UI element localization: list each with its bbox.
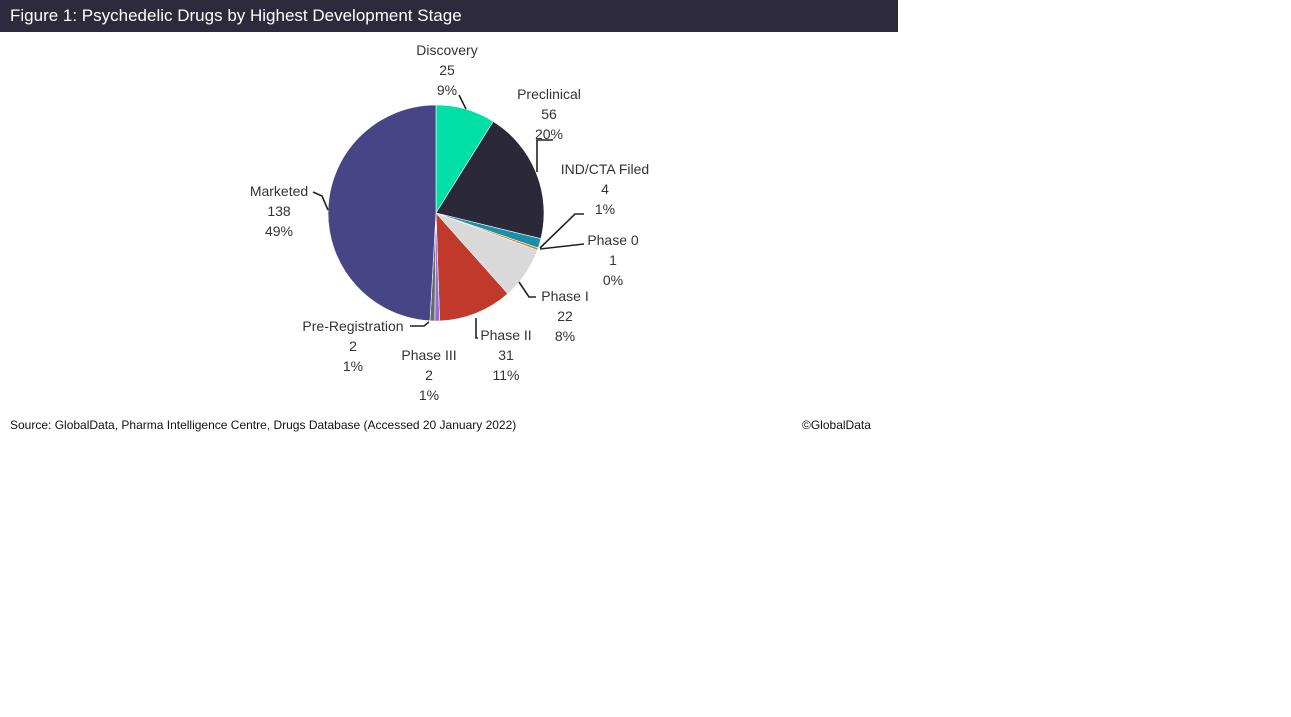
slice-value-discovery: 25 bbox=[439, 62, 455, 78]
slice-label-preclinical: Preclinical bbox=[517, 86, 581, 102]
slice-percent-pre-registration: 1% bbox=[343, 358, 363, 374]
leader-line-phase-ii bbox=[475, 318, 478, 339]
slice-percent-phase-i: 8% bbox=[555, 328, 575, 344]
slice-percent-phase-ii: 11% bbox=[493, 367, 520, 383]
slice-percent-phase-0: 0% bbox=[603, 272, 623, 288]
slice-label-ind-cta-filed: IND/CTA Filed bbox=[561, 161, 649, 177]
pie-slices bbox=[327, 104, 545, 322]
slice-label-marketed: Marketed bbox=[250, 183, 308, 199]
slice-label-pre-registration: Pre-Registration bbox=[302, 318, 403, 334]
slice-label-discovery: Discovery bbox=[416, 42, 477, 58]
slice-value-preclinical: 56 bbox=[541, 106, 557, 122]
source-note: Source: GlobalData, Pharma Intelligence … bbox=[10, 418, 517, 432]
figure-title: Figure 1: Psychedelic Drugs by Highest D… bbox=[0, 0, 898, 32]
slice-label-phase-i: Phase I bbox=[541, 288, 588, 304]
pie-slice-phase-ii bbox=[435, 212, 509, 322]
leader-line-discovery bbox=[458, 94, 467, 110]
slice-value-phase-iii: 2 bbox=[425, 367, 433, 383]
leader-line-pre-registration bbox=[410, 321, 430, 327]
slice-value-pre-registration: 2 bbox=[349, 338, 357, 354]
slice-value-marketed: 138 bbox=[267, 203, 291, 219]
slice-percent-discovery: 9% bbox=[437, 82, 457, 98]
leader-line-phase-i bbox=[518, 281, 536, 298]
slice-percent-preclinical: 20% bbox=[535, 126, 563, 142]
slice-label-phase-iii: Phase III bbox=[401, 347, 456, 363]
leader-line-marketed bbox=[312, 191, 329, 211]
leader-line-ind-cta-filed bbox=[539, 213, 584, 249]
slice-label-phase-ii: Phase II bbox=[480, 327, 531, 343]
pie-slice-marketed bbox=[327, 104, 437, 322]
copyright-note: ©GlobalData bbox=[802, 418, 871, 432]
leader-line-phase-0 bbox=[539, 243, 585, 250]
slice-percent-phase-iii: 1% bbox=[419, 387, 439, 403]
pie-slice-preclinical bbox=[435, 121, 545, 240]
slice-value-phase-i: 22 bbox=[557, 308, 573, 324]
slice-label-phase-0: Phase 0 bbox=[587, 232, 639, 248]
slice-value-phase-ii: 31 bbox=[498, 347, 514, 363]
slice-value-ind-cta-filed: 4 bbox=[601, 181, 609, 197]
leader-line-preclinical bbox=[536, 139, 553, 172]
slice-value-phase-0: 1 bbox=[609, 252, 617, 268]
leader-lines bbox=[312, 94, 585, 339]
slice-percent-marketed: 49% bbox=[265, 223, 293, 239]
slice-percent-ind-cta-filed: 1% bbox=[595, 201, 615, 217]
